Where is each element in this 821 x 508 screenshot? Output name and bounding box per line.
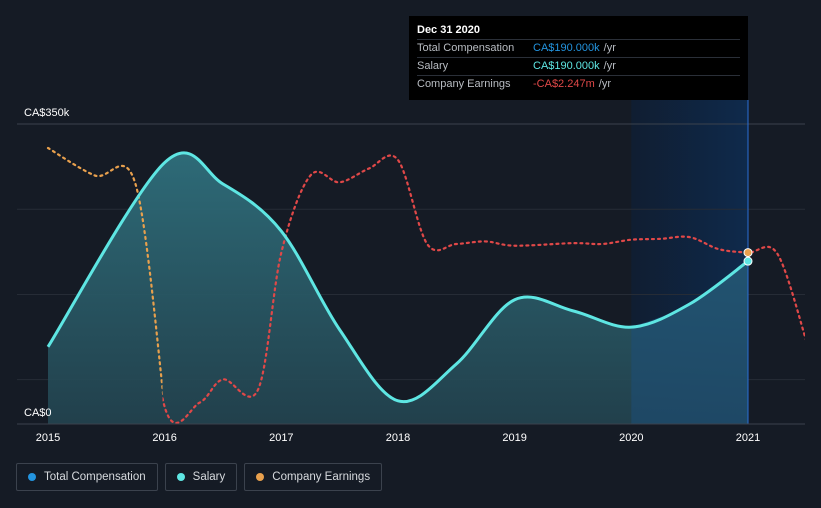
earnings-line-negative xyxy=(162,154,805,424)
highlight-area xyxy=(631,261,748,424)
legend-dot-icon xyxy=(28,473,36,481)
x-tick-label: 2019 xyxy=(502,432,526,444)
tooltip-value: CA$190.000k xyxy=(533,42,600,54)
tooltip-value: CA$190.000k xyxy=(533,60,600,72)
salary-marker xyxy=(743,256,753,266)
tooltip-row-salary: Salary CA$190.000k /yr xyxy=(417,57,740,75)
tooltip-date: Dec 31 2020 xyxy=(417,24,480,36)
legend-label: Company Earnings xyxy=(272,471,371,483)
tooltip-row-total: Total Compensation CA$190.000k /yr xyxy=(417,39,740,57)
tooltip-label: Total Compensation xyxy=(417,42,515,54)
tooltip-value: -CA$2.247m xyxy=(533,78,595,90)
legend-total-compensation[interactable]: Total Compensation xyxy=(16,463,158,491)
legend-salary[interactable]: Salary xyxy=(164,463,238,491)
tooltip-label: Company Earnings xyxy=(417,78,511,90)
tooltip-unit: /yr xyxy=(603,60,616,72)
legend-label: Total Compensation xyxy=(44,471,146,483)
legend-label: Salary xyxy=(192,471,226,483)
tooltip-label: Salary xyxy=(417,60,449,72)
earnings-line-positive xyxy=(46,146,163,399)
y-axis-top-label: CA$350k xyxy=(24,107,70,119)
tooltip: Dec 31 2020 Total Compensation CA$190.00… xyxy=(409,16,748,100)
x-tick-label: 2021 xyxy=(736,432,760,444)
x-tick-label: 2020 xyxy=(619,432,643,444)
y-axis-bottom-label: CA$0 xyxy=(24,407,52,419)
salary-line xyxy=(46,151,749,404)
legend-company-earnings[interactable]: Company Earnings xyxy=(244,463,383,491)
tooltip-unit: /yr xyxy=(603,42,616,54)
x-tick-label: 2016 xyxy=(152,432,176,444)
x-tick-label: 2015 xyxy=(36,432,60,444)
x-tick-label: 2017 xyxy=(269,432,293,444)
legend-dot-icon xyxy=(256,473,265,481)
tooltip-unit: /yr xyxy=(598,78,611,90)
legend-dot-icon xyxy=(176,473,185,481)
tooltip-row-earnings: Company Earnings -CA$2.247m /yr xyxy=(417,75,740,93)
x-tick-label: 2018 xyxy=(386,432,410,444)
salary-area xyxy=(48,152,748,424)
legend: Total Compensation Salary Company Earnin… xyxy=(16,463,383,491)
earnings-marker xyxy=(743,248,753,258)
x-axis-ticks: 2015 2016 2017 2018 2019 2020 2021 xyxy=(36,432,760,444)
